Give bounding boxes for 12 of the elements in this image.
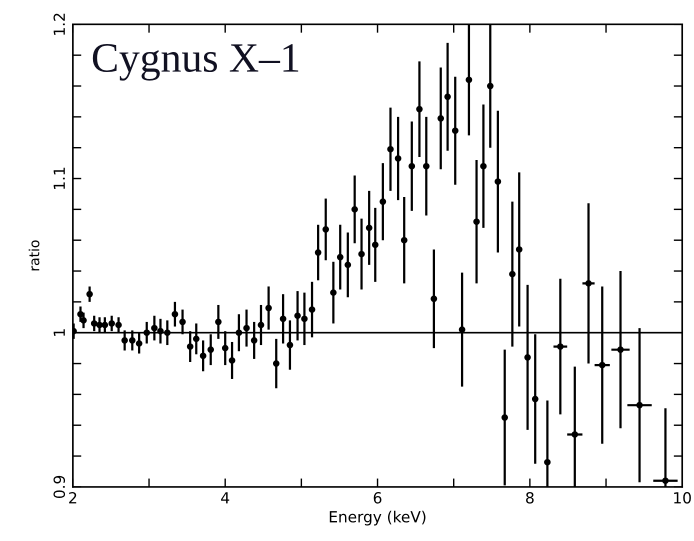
x-tick-label: 8 [526,492,534,504]
y-tick-label: 1 [54,329,65,336]
x-tick-label: 10 [674,492,691,504]
y-tick-label: 1.2 [53,14,65,35]
annotation: Cygnus X–1 [92,44,298,81]
y-axis-title: ratio [28,240,40,270]
x-tick-label: 4 [221,492,230,504]
y-tick-label: 1.1 [54,168,65,189]
x-tick-label: 6 [374,492,382,504]
x-tick-label: 2 [69,492,76,504]
y-tick-label: 0.9 [53,476,66,498]
x-axis-title: Energy (keV) [330,510,426,526]
